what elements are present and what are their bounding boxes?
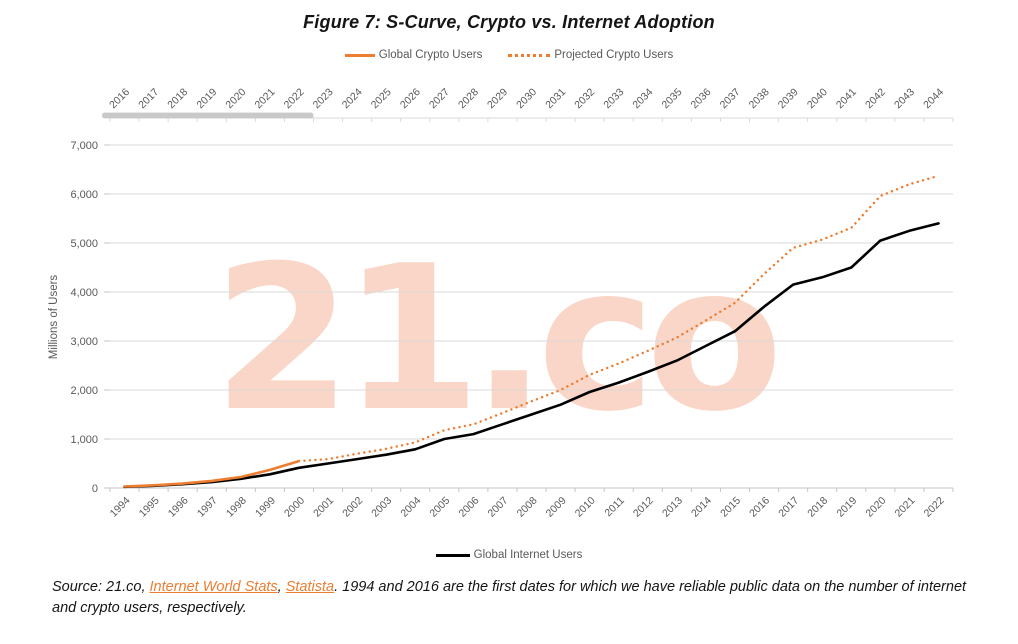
crypto-dotted-line-sample-icon (508, 53, 551, 57)
top-axis-labels: 2016 2017 2018 2019 2020 2021 2022 2023 2024 2025… (107, 86, 946, 111)
svg-text:7,000: 7,000 (70, 140, 98, 152)
source-link-statista[interactable]: Statista (285, 579, 335, 595)
svg-text:2028: 2028 (456, 86, 481, 111)
legend-item-projected-crypto-users: Projected Crypto Users (508, 49, 673, 61)
svg-text:2036: 2036 (689, 86, 714, 111)
svg-text:1,000: 1,000 (70, 434, 98, 446)
svg-text:2017: 2017 (776, 495, 801, 520)
bottom-axis-labels: 1994 1995 1996 1997 1998 1999 2000 2001 2002 2003… (108, 495, 947, 520)
svg-text:Millions of Users: Millions of Users (48, 275, 60, 360)
crypto-solid-line-sample-icon (344, 53, 375, 57)
bottom-legend: Global Internet Users (0, 549, 1018, 561)
internet-line-sample-icon (435, 553, 470, 557)
svg-text:2042: 2042 (863, 86, 888, 111)
svg-text:2023: 2023 (311, 86, 336, 111)
svg-text:2032: 2032 (572, 86, 597, 111)
svg-text:2037: 2037 (718, 86, 743, 111)
svg-text:2021: 2021 (253, 86, 278, 111)
svg-text:2001: 2001 (311, 495, 336, 520)
svg-text:2033: 2033 (601, 86, 626, 111)
svg-text:2018: 2018 (805, 495, 830, 520)
svg-text:0: 0 (92, 483, 98, 495)
svg-text:2016: 2016 (747, 495, 772, 520)
source-note: Source: 21.co, Internet World Stats, Sta… (52, 577, 982, 618)
watermark: 21.co (213, 223, 785, 456)
svg-text:2011: 2011 (602, 495, 627, 520)
svg-text:2043: 2043 (892, 86, 917, 111)
legend-label-projected-crypto-users: Projected Crypto Users (554, 49, 674, 61)
svg-text:2044: 2044 (921, 86, 946, 111)
legend-label-global-internet-users: Global Internet Users (473, 549, 583, 561)
svg-text:4,000: 4,000 (70, 287, 98, 299)
svg-text:2040: 2040 (805, 86, 830, 111)
legend-item-global-crypto-users: Global Crypto Users (344, 49, 483, 61)
svg-text:2002: 2002 (340, 495, 365, 520)
svg-text:2006: 2006 (456, 495, 481, 520)
svg-text:2026: 2026 (398, 86, 423, 111)
svg-text:2020: 2020 (223, 86, 248, 111)
svg-text:2041: 2041 (834, 86, 859, 111)
svg-text:2022: 2022 (922, 495, 947, 520)
svg-text:6,000: 6,000 (70, 189, 98, 201)
gridlines (104, 144, 953, 489)
bottom-axis (109, 487, 954, 492)
source-text-separator: , (277, 579, 286, 595)
svg-text:1996: 1996 (166, 495, 191, 520)
svg-text:2019: 2019 (834, 495, 859, 520)
svg-text:2007: 2007 (486, 495, 511, 520)
svg-text:2025: 2025 (369, 86, 394, 111)
svg-text:2010: 2010 (573, 495, 598, 520)
svg-text:2022: 2022 (282, 86, 307, 111)
source-text-prefix: Source: 21.co, (52, 579, 150, 595)
svg-text:1998: 1998 (224, 495, 249, 520)
svg-text:2035: 2035 (659, 86, 684, 111)
svg-text:2031: 2031 (543, 86, 568, 111)
svg-text:2000: 2000 (282, 495, 307, 520)
top-axis (102, 112, 954, 122)
svg-text:2015: 2015 (718, 495, 743, 520)
svg-text:2038: 2038 (747, 86, 772, 111)
svg-text:2009: 2009 (544, 495, 569, 520)
svg-text:2008: 2008 (515, 495, 540, 520)
svg-text:1994: 1994 (108, 495, 133, 520)
svg-text:1995: 1995 (137, 495, 162, 520)
svg-text:2014: 2014 (689, 495, 714, 520)
svg-text:2019: 2019 (194, 86, 219, 111)
svg-text:2005: 2005 (427, 495, 452, 520)
y-axis-labels: 0 1,000 2,000 3,000 4,000 5,000 6,000 7,000 Mill… (48, 140, 98, 495)
svg-text:2029: 2029 (485, 86, 510, 111)
svg-text:2004: 2004 (398, 495, 423, 520)
svg-text:2012: 2012 (631, 495, 656, 520)
svg-text:2,000: 2,000 (70, 385, 98, 397)
svg-text:1999: 1999 (253, 495, 278, 520)
svg-text:2024: 2024 (340, 86, 365, 111)
series-projected-crypto-users (297, 174, 940, 463)
svg-text:2018: 2018 (165, 86, 190, 111)
top-legend: Global Crypto Users Projected Crypto Use… (0, 49, 1018, 61)
series-global-internet-users (123, 222, 940, 489)
source-text-suffix: . 1994 and 2016 are the first dates for … (52, 579, 967, 616)
svg-text:2021: 2021 (893, 495, 918, 520)
legend-item-global-internet-users: Global Internet Users (435, 549, 583, 561)
svg-text:2027: 2027 (427, 86, 452, 111)
svg-text:2003: 2003 (369, 495, 394, 520)
svg-text:1997: 1997 (195, 495, 220, 520)
svg-text:2030: 2030 (514, 86, 539, 111)
svg-text:2020: 2020 (863, 495, 888, 520)
figure-title: Figure 7: S-Curve, Crypto vs. Internet A… (303, 12, 715, 32)
svg-text:2016: 2016 (107, 86, 132, 111)
svg-text:2013: 2013 (660, 495, 685, 520)
legend-label-global-crypto-users: Global Crypto Users (378, 49, 483, 61)
svg-text:2017: 2017 (136, 86, 161, 111)
svg-text:3,000: 3,000 (70, 336, 98, 348)
svg-text:2039: 2039 (776, 86, 801, 111)
svg-text:21.co: 21.co (213, 223, 775, 456)
svg-text:5,000: 5,000 (70, 238, 98, 250)
source-link-internet-world-stats[interactable]: Internet World Stats (149, 579, 278, 595)
series-global-crypto-users (123, 459, 301, 488)
svg-text:2034: 2034 (630, 86, 655, 111)
